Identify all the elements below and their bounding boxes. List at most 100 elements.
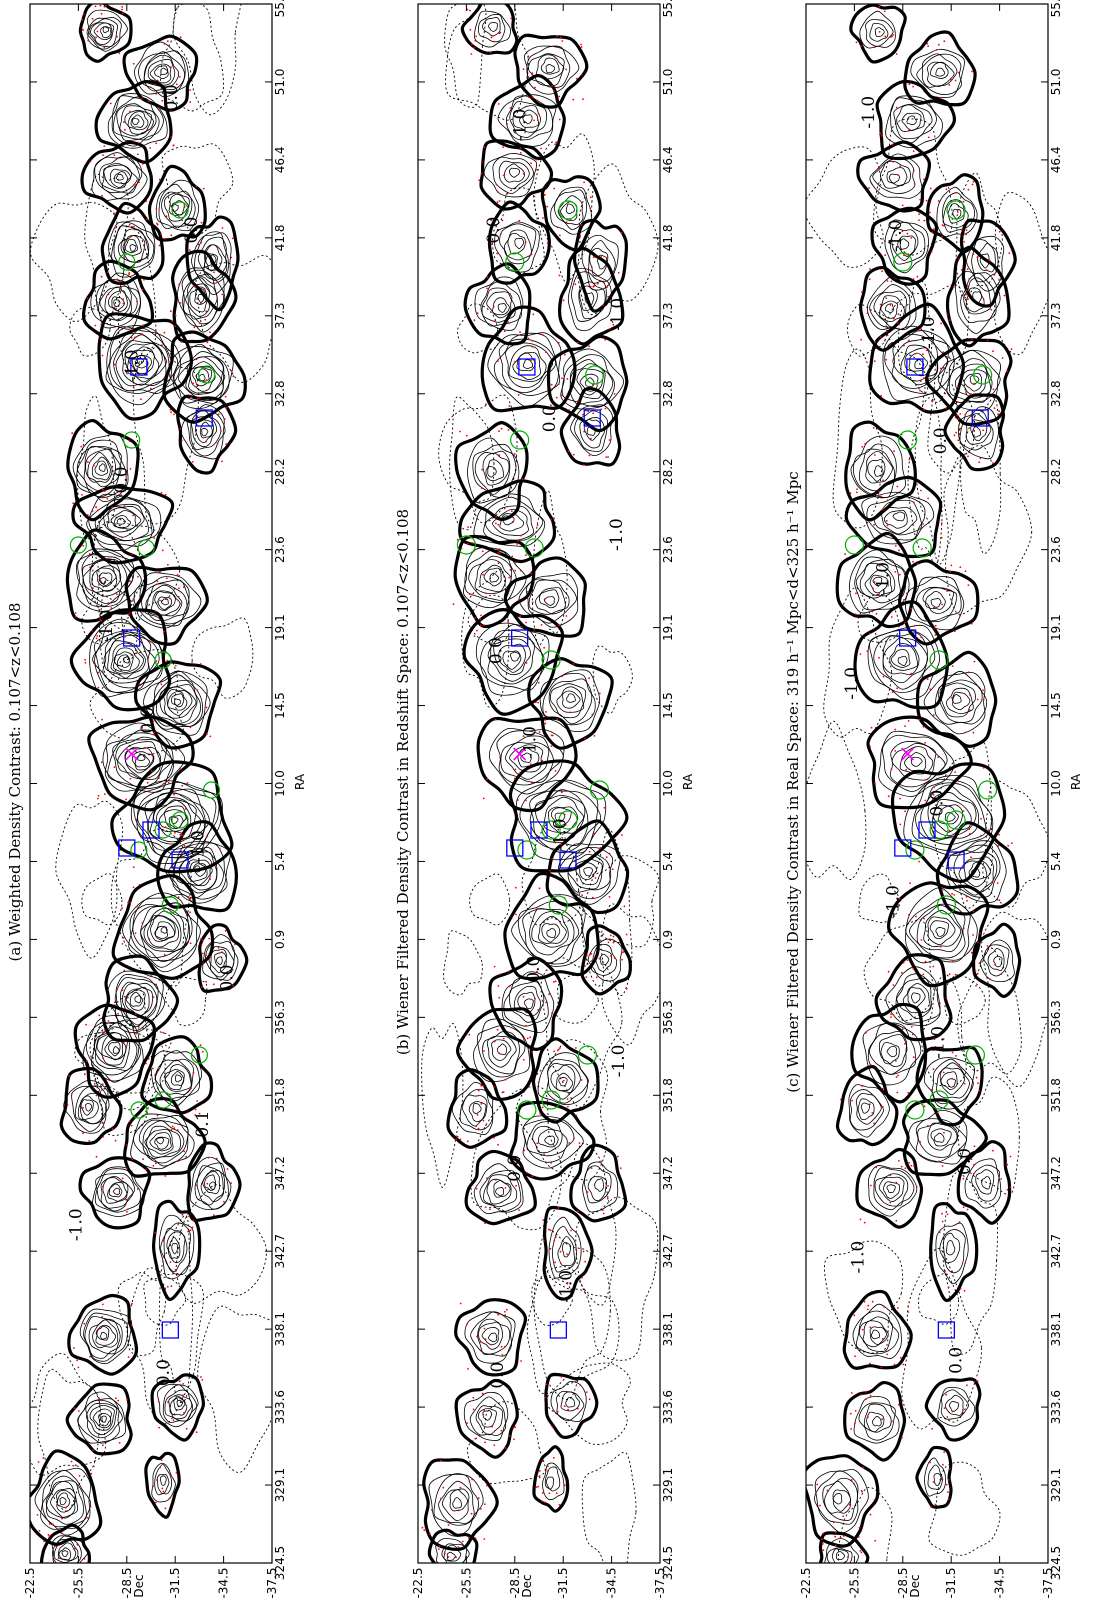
- galaxy-point: [86, 297, 89, 300]
- positive-contour: [945, 1240, 956, 1256]
- negative-contour: [89, 649, 184, 756]
- galaxy-point: [839, 1536, 842, 1539]
- galaxy-point: [136, 300, 138, 303]
- galaxy-point: [132, 62, 135, 65]
- galaxy-point: [113, 227, 116, 230]
- positive-contour: [71, 1085, 110, 1132]
- positive-contour: [194, 231, 229, 284]
- positive-contour: [142, 1120, 185, 1160]
- positive-contour: [189, 286, 208, 313]
- galaxy-point: [479, 1341, 482, 1343]
- zero-contour: [71, 485, 175, 565]
- galaxy-point: [480, 161, 483, 164]
- galaxy-point: [92, 1449, 94, 1452]
- ra-tick-label: 51.0: [1049, 69, 1063, 96]
- galaxy-point: [584, 1289, 586, 1292]
- dec-tick-label: -34.5: [217, 1567, 231, 1598]
- zero-contour: [850, 1002, 928, 1104]
- positive-contour: [498, 643, 526, 673]
- galaxy-point: [908, 129, 910, 131]
- galaxy-point: [150, 770, 153, 772]
- galaxy-point: [174, 831, 176, 834]
- galaxy-point: [115, 989, 118, 992]
- positive-contour: [85, 1399, 123, 1439]
- galaxy-point: [459, 1138, 462, 1141]
- galaxy-point: [550, 518, 552, 521]
- galaxy-point: [156, 79, 159, 82]
- galaxy-point: [179, 302, 182, 304]
- galaxy-point: [113, 363, 116, 366]
- negative-contour: [84, 174, 129, 325]
- galaxy-point: [868, 278, 871, 281]
- positive-contour: [516, 352, 536, 372]
- zero-contour: [110, 760, 234, 874]
- x-axis-label: RA: [1069, 773, 1083, 790]
- galaxy-point: [853, 1314, 856, 1317]
- galaxy-point: [455, 1138, 458, 1141]
- galaxy-point: [71, 432, 74, 435]
- contour-label: 0.0: [540, 405, 560, 432]
- galaxy-point: [945, 997, 948, 1000]
- positive-contour: [134, 355, 149, 369]
- negative-contour: [30, 1353, 106, 1476]
- galaxy-point: [159, 599, 161, 602]
- positive-contour: [892, 511, 906, 522]
- positive-contour: [869, 629, 936, 694]
- galaxy-point: [903, 599, 905, 601]
- positive-contour: [459, 1088, 494, 1131]
- galaxy-point: [1011, 842, 1013, 844]
- ra-tick-label: 32.8: [661, 380, 675, 407]
- galaxy-point: [169, 597, 172, 600]
- galaxy-point: [853, 1483, 856, 1485]
- cluster-circle: [69, 536, 88, 554]
- galaxy-point: [518, 219, 521, 222]
- galaxy-point: [91, 17, 94, 20]
- galaxy-point: [471, 43, 473, 46]
- galaxy-point: [129, 580, 132, 583]
- galaxy-point: [530, 253, 533, 256]
- positive-contour: [153, 799, 197, 839]
- galaxy-point: [486, 1177, 488, 1179]
- positive-contour: [110, 168, 132, 188]
- zero-contour: [78, 1156, 152, 1230]
- galaxy-point: [118, 280, 121, 283]
- galaxy-point: [606, 256, 609, 258]
- galaxy-point: [490, 1343, 493, 1346]
- galaxy-point: [470, 53, 473, 55]
- galaxy-point: [933, 786, 935, 788]
- positive-contour: [873, 465, 884, 477]
- galaxy-point: [475, 35, 477, 38]
- positive-contour: [46, 1480, 84, 1525]
- galaxy-point: [952, 286, 955, 288]
- galaxy-point: [491, 243, 493, 246]
- galaxy-point: [536, 908, 538, 910]
- galaxy-point: [220, 987, 223, 990]
- galaxy-point: [867, 1304, 870, 1307]
- galaxy-point: [980, 834, 982, 837]
- positive-contour: [83, 1312, 129, 1362]
- galaxy-point: [946, 313, 949, 316]
- galaxy-point: [100, 323, 103, 326]
- contour-label: 0.0: [182, 217, 202, 244]
- galaxy-point: [122, 302, 125, 305]
- positive-contour: [548, 1216, 582, 1279]
- positive-contour: [483, 567, 502, 587]
- galaxy-point: [979, 932, 981, 935]
- galaxy-point: [76, 1359, 78, 1362]
- galaxy-point: [822, 1549, 825, 1551]
- positive-contour: [503, 163, 525, 183]
- galaxy-point: [499, 756, 501, 759]
- positive-contour: [494, 1187, 505, 1197]
- positive-contour: [854, 556, 907, 611]
- positive-contour: [113, 651, 134, 672]
- galaxy-point: [929, 1461, 931, 1464]
- galaxy-point: [99, 4, 102, 7]
- galaxy-point: [170, 374, 172, 377]
- galaxy-point: [533, 119, 535, 122]
- galaxy-point: [927, 1124, 929, 1127]
- galaxy-point: [907, 1305, 910, 1307]
- galaxy-point: [910, 237, 913, 239]
- galaxy-point: [861, 1328, 864, 1331]
- positive-contour: [115, 334, 167, 387]
- galaxy-point: [873, 1498, 876, 1501]
